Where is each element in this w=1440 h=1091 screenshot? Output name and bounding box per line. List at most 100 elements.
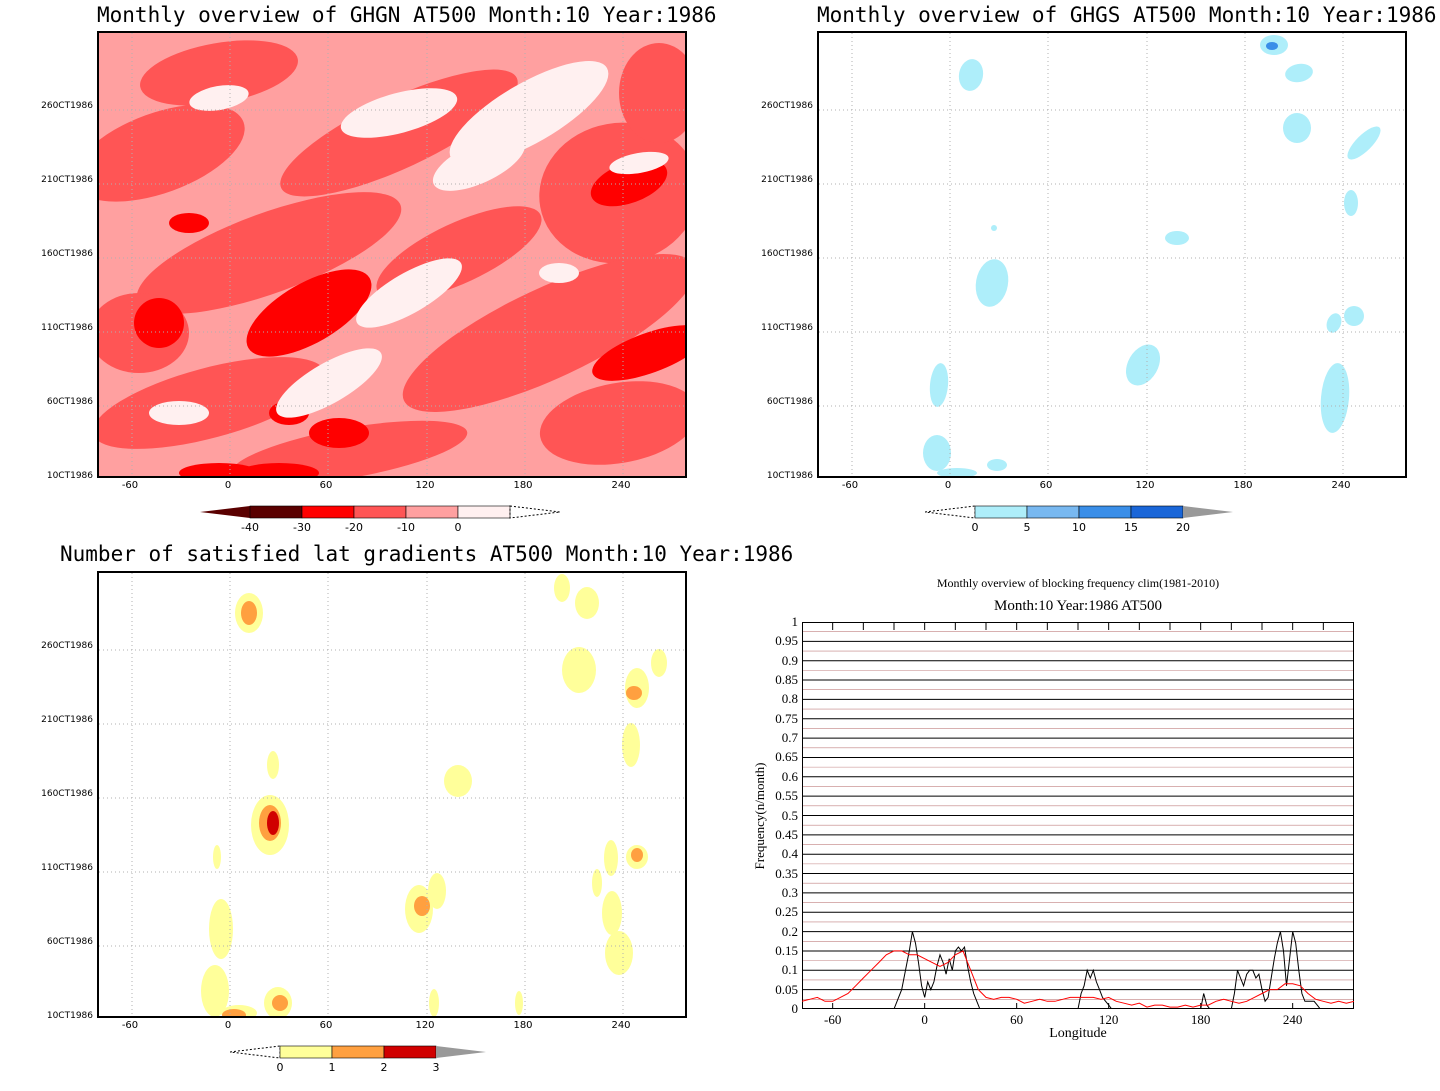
ghgn-cbar-swatch <box>405 505 459 519</box>
ghgn-xtick-label: 180 <box>513 480 533 491</box>
ghgs-xtick-label: 240 <box>1331 480 1351 491</box>
ghgn-contour-region <box>402 254 685 412</box>
ghgs-cbar-label: 10 <box>1072 521 1086 534</box>
blocking-ytick-label: 0.2 <box>781 923 798 939</box>
ghgn-xtick-label: 60 <box>319 480 333 491</box>
blocking-title: Monthly overview of blocking frequency c… <box>936 576 1220 590</box>
blocking-xtick-label: 120 <box>1098 1012 1119 1027</box>
ghgs-xtick-label: -60 <box>841 480 859 491</box>
latgrad-contour-region <box>429 989 439 1016</box>
blocking-ytick-label: 0.6 <box>781 768 798 784</box>
ghgs-contour-region <box>987 459 1007 471</box>
ghgn-cbar-label: -10 <box>397 521 415 534</box>
ghgn-contour-region <box>539 263 579 283</box>
ghgs-ytick-label: 210CT1986 <box>761 175 813 185</box>
blocking-series-line-1 <box>802 950 1354 1008</box>
ghgn-contour-region <box>309 418 369 448</box>
blocking-ytick-label: 0 <box>791 1001 799 1016</box>
ghgn-cbar-label: -20 <box>345 521 363 534</box>
ghgn-contour-region <box>189 85 249 111</box>
blocking-ytick-label: 0.85 <box>775 672 798 688</box>
latgrad-contour-region <box>554 574 570 602</box>
ghgn-cbar-right-arrow <box>509 505 560 519</box>
ghgs-contour-region <box>1344 190 1358 216</box>
ghgn-contour-region <box>246 269 372 357</box>
ghgn-contour-region <box>179 463 259 476</box>
blocking-ytick-label: 0.3 <box>781 884 798 900</box>
latgrad-ytick-label: 110CT1986 <box>41 863 93 873</box>
blocking-plot <box>802 622 1354 1009</box>
ghgs-contour-region <box>937 468 977 476</box>
ghgs-xtick-label: 120 <box>1135 480 1155 491</box>
ghgs-xtick-label: 180 <box>1233 480 1253 491</box>
ghgs-xtick-label: 0 <box>944 480 952 491</box>
latgrad-cbar-label: 3 <box>432 1061 440 1074</box>
latgrad-cbar-label: 2 <box>380 1061 388 1074</box>
ghgn-ytick-label: 60CT1986 <box>46 397 93 407</box>
ghgs-title: Monthly overview of GHGS AT500 Month:10 … <box>817 3 1437 27</box>
latgrad-cbar-right-arrow <box>436 1046 486 1058</box>
ghgs-cbar-label: 15 <box>1124 521 1138 534</box>
ghgn-plot <box>97 31 687 478</box>
ghgn-ytick-label: 210CT1986 <box>41 175 93 185</box>
ghgn-xtick-label: 240 <box>611 480 631 491</box>
ghgn-contour-region <box>609 151 669 175</box>
latgrad-contour-region <box>272 995 288 1011</box>
ghgs-ytick-label: 110CT1986 <box>761 323 813 333</box>
latgrad-plot <box>97 571 687 1018</box>
ghgn-contour-region <box>539 381 685 465</box>
blocking-ytick-label: 0.45 <box>775 826 798 842</box>
ghgn-contour-region <box>149 401 209 425</box>
ghgn-ytick-label: 260CT1986 <box>41 101 93 111</box>
latgrad-contour-region <box>631 848 643 862</box>
ghgn-cbar-swatch <box>301 505 355 519</box>
ghgn-cbar-swatch <box>457 505 511 519</box>
latgrad-contour-region <box>575 587 599 619</box>
blocking-ytick-label: 0.35 <box>775 865 798 881</box>
ghgs-contour-region <box>975 259 1009 307</box>
blocking-ytick-label: 0.05 <box>775 981 798 997</box>
blocking-subtitle: Month:10 Year:1986 AT500 <box>994 598 1162 614</box>
ghgs-contour-region <box>923 435 951 471</box>
blocking-ytick-label: 0.55 <box>775 788 798 804</box>
ghgn-contour-region <box>140 40 298 106</box>
ghgs-cbar-label: 0 <box>971 521 979 534</box>
ghgn-ytick-label: 110CT1986 <box>41 323 93 333</box>
latgrad-cbar-left-arrow <box>230 1045 281 1059</box>
latgrad-ytick-label: 210CT1986 <box>41 715 93 725</box>
latgrad-colorbar: 0 1 2 3 <box>230 1045 500 1075</box>
latgrad-ytick-label: 60CT1986 <box>46 937 93 947</box>
ghgs-contour-region <box>1344 306 1364 326</box>
ghgn-xtick-label: 0 <box>224 480 232 491</box>
ghgn-cbar-label: 0 <box>454 521 462 534</box>
latgrad-contour-region <box>414 896 430 916</box>
ghgs-cbar-label: 5 <box>1023 521 1031 534</box>
ghgs-contour-region <box>991 225 997 231</box>
blocking-xlabel: Longitude <box>1049 1026 1107 1041</box>
latgrad-contour-region <box>444 765 472 797</box>
latgrad-title: Number of satisfied lat gradients AT500 … <box>60 542 794 566</box>
ghgn-cbar-left-arrow <box>200 506 250 518</box>
latgrad-contour-region <box>515 991 523 1015</box>
latgrad-contour-region <box>241 601 257 625</box>
ghgs-contour-region <box>1326 313 1342 333</box>
ghgn-contour-region <box>276 348 382 418</box>
ghgn-contour-region <box>99 104 245 202</box>
blocking-ytick-label: 0.9 <box>781 652 798 668</box>
blocking-xtick-label: 180 <box>1190 1012 1211 1027</box>
latgrad-ytick-label: 10CT1986 <box>46 1011 93 1021</box>
latgrad-contour-region <box>605 931 633 975</box>
blocking-xtick-label: -60 <box>823 1012 842 1027</box>
ghgs-cbar-swatch <box>1078 505 1132 519</box>
ghgs-cbar-swatch <box>974 505 1028 519</box>
ghgn-cbar-label: -30 <box>293 521 311 534</box>
blocking-xtick-label: 0 <box>921 1012 928 1027</box>
ghgn-ytick-label: 10CT1986 <box>46 471 93 481</box>
latgrad-contour-region <box>602 891 622 935</box>
ghgs-cbar-swatch <box>1130 505 1184 519</box>
ghgn-ytick-label: 160CT1986 <box>41 249 93 259</box>
ghgs-contour-region <box>1266 42 1278 50</box>
ghgs-colorbar: 0 5 10 15 20 <box>925 505 1245 535</box>
ghgn-cbar-swatch <box>249 505 303 519</box>
ghgn-xtick-label: -60 <box>121 480 139 491</box>
